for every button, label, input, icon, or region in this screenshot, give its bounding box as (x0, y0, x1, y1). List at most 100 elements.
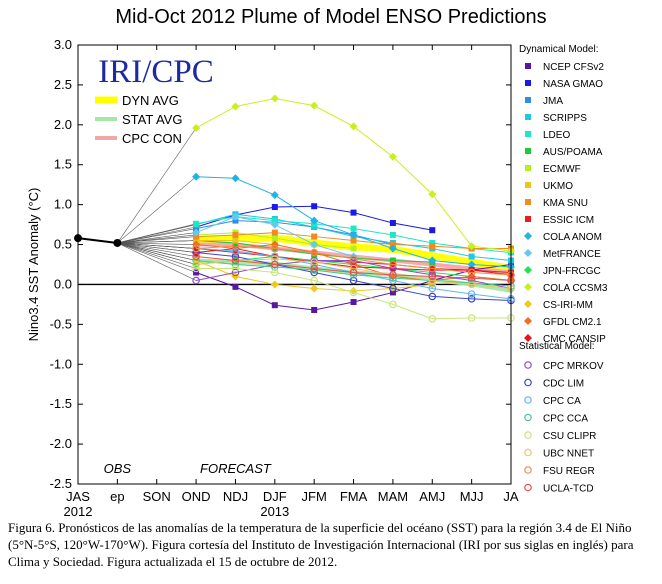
data-point (429, 243, 436, 250)
y-axis-label: Nino3.4 SST Anomaly (°C) (26, 188, 41, 342)
data-point (467, 314, 476, 322)
data-point (192, 172, 201, 181)
data-point (525, 148, 531, 154)
data-point (231, 212, 240, 221)
data-point (525, 199, 531, 205)
data-point (311, 233, 318, 240)
data-point (525, 216, 531, 222)
avg-legend-label: STAT AVG (122, 112, 182, 127)
legend-entry: CS-IRI-MM (543, 300, 593, 311)
legend-entry: COLA ANOM (543, 232, 602, 243)
y-tick-label: 1.5 (54, 157, 72, 172)
data-point (388, 244, 397, 253)
data-point (310, 248, 318, 257)
data-point (467, 260, 476, 269)
data-point (525, 114, 531, 120)
data-point (350, 209, 357, 216)
legend-entry: CMC CANSIP (543, 334, 606, 345)
data-point (310, 240, 319, 249)
data-point (349, 264, 358, 273)
data-point (428, 284, 437, 293)
data-point (349, 268, 358, 277)
data-point (428, 292, 437, 301)
data-point (389, 231, 396, 238)
data-point (311, 306, 318, 313)
data-point (271, 268, 279, 277)
data-point (428, 256, 437, 265)
observed-line (77, 237, 118, 244)
y-tick-label: -0.5 (50, 316, 72, 331)
series-line-cpc-cca (196, 260, 512, 287)
series-line-ubc-nnet (196, 258, 512, 289)
data-point (524, 317, 532, 325)
series-line-csu-clipr (196, 267, 511, 320)
data-point (524, 431, 532, 439)
fan-line (117, 242, 197, 269)
legend-entry: CPC CA (543, 396, 581, 407)
obs-annotation: OBS (104, 461, 132, 476)
data-point (271, 235, 278, 242)
data-point (231, 256, 240, 265)
data-point (428, 276, 437, 285)
avg-legend-label: CPC CON (122, 131, 182, 146)
data-point (350, 299, 357, 306)
data-point (311, 223, 318, 230)
y-tick-label: 0.5 (54, 237, 72, 252)
data-point (389, 284, 397, 293)
x-tick-label: SON (143, 489, 171, 504)
data-point (389, 257, 396, 264)
data-point (271, 229, 278, 236)
data-point (428, 272, 437, 281)
x-tick-label: JAS (66, 489, 90, 504)
data-point (192, 244, 200, 253)
y-tick-label: -2.0 (50, 436, 72, 451)
data-point (271, 204, 278, 211)
fan-line (117, 242, 197, 245)
data-point (350, 245, 357, 252)
data-point (524, 300, 532, 308)
avg-legend-label: DYN AVG (122, 93, 179, 108)
legend-entry: GFDL CM2.1 (543, 317, 602, 328)
fan-line (117, 242, 197, 281)
y-tick-label: 1.0 (54, 197, 72, 212)
data-point (270, 280, 279, 289)
x-tick-label: JFM (302, 489, 327, 504)
legend-entry: KMA SNU (543, 198, 588, 209)
data-point (232, 231, 239, 238)
legend-entry: ESSIC ICM (543, 215, 594, 226)
data-point (231, 174, 240, 183)
data-point (192, 276, 200, 285)
series-line-fsu-regr (196, 245, 512, 276)
data-point (231, 252, 240, 261)
x-tick-label: JA (503, 489, 519, 504)
data-point (192, 256, 200, 265)
data-point (525, 165, 531, 171)
data-point (525, 182, 531, 188)
fan-line (117, 242, 197, 257)
data-point (389, 271, 397, 279)
data-point (349, 276, 358, 285)
data-point (310, 276, 318, 285)
data-point (193, 220, 200, 227)
data-point (389, 300, 397, 309)
data-point (524, 466, 532, 474)
legend-entry: CDC LIM (543, 379, 584, 390)
x-tick-label: ep (110, 489, 124, 504)
data-point (350, 225, 357, 232)
data-point (389, 260, 397, 269)
fan-line (117, 236, 197, 244)
enso-plume-chart: 3.0 2.5 2.0 1.5 1.0 0.5 0.0 -0.5 -1.0 -1.5 -2.0 -2.… (26, 37, 608, 518)
legend-entry: UCLA-TCD (543, 484, 594, 495)
data-point (232, 237, 239, 244)
fan-line (117, 242, 197, 249)
legend-entry: ECMWF (543, 164, 581, 175)
legend-entry: NASA GMAO (543, 79, 603, 90)
data-point (467, 274, 476, 282)
data-point (349, 122, 358, 131)
fan-line (117, 223, 197, 244)
data-point (271, 255, 279, 263)
figure-caption: Figura 6. Pronósticos de las anomalías d… (8, 520, 634, 569)
data-point (468, 253, 475, 260)
data-point (524, 378, 532, 387)
data-point (524, 334, 532, 342)
